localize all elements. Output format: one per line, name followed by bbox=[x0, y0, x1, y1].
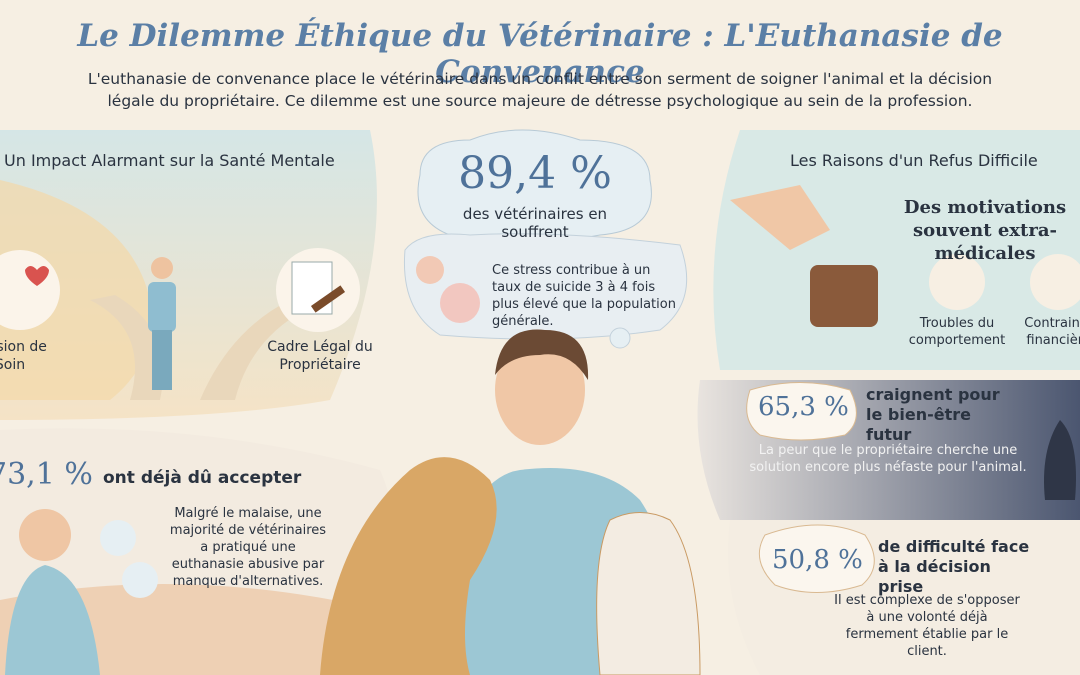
cat-bubble bbox=[100, 520, 136, 556]
cat bbox=[596, 512, 701, 675]
path-label: Mission de Soin bbox=[0, 339, 47, 373]
vet-hair bbox=[495, 329, 589, 380]
right-heading: Les Raisons d'un Refus Difficile bbox=[790, 151, 1038, 170]
vet-head bbox=[495, 335, 585, 445]
stat-bubble-1 bbox=[746, 382, 857, 441]
intro-line: légale du propriétaire. Ce dilemme est u… bbox=[107, 92, 973, 110]
heart-icon bbox=[416, 256, 444, 284]
hand bbox=[730, 185, 830, 250]
path-label: Cadre Légal du Propriétaire bbox=[267, 339, 373, 373]
right-panel-bg bbox=[713, 130, 1080, 370]
stat-value: 65,3 % bbox=[758, 392, 849, 422]
sunlight bbox=[0, 180, 152, 400]
stat-text: Malgré le malaise, une majorité de vétér… bbox=[169, 506, 327, 589]
icon-label: Troubles du comportement bbox=[908, 316, 1006, 348]
vet-small-head bbox=[151, 257, 173, 279]
path-left bbox=[90, 295, 163, 400]
heart bbox=[25, 266, 49, 286]
stat-label: des vétérinaires en souffrent bbox=[462, 205, 608, 241]
stat-text: Ce stress contribue à un taux de suicide… bbox=[492, 263, 676, 329]
dog bbox=[320, 457, 497, 675]
cat-silhouette bbox=[1044, 420, 1076, 500]
stat-label: craignent pour le bien-être futur bbox=[866, 385, 1000, 444]
title: Le Dilemme Éthique du Vétérinaire : L'Eu… bbox=[77, 18, 1003, 90]
waves bbox=[0, 584, 420, 675]
gavel bbox=[310, 285, 346, 313]
stat-value: 89,4 % bbox=[458, 148, 612, 199]
sad-vet-head bbox=[19, 509, 71, 561]
stat-value: 73,1 % bbox=[0, 457, 93, 492]
left-heading: Un Impact Alarmant sur la Santé Mentale bbox=[4, 151, 335, 170]
vet-small-legs bbox=[152, 330, 172, 390]
right-subheading: Des motivations souvent extra-médicales bbox=[903, 197, 1067, 264]
dog-icon bbox=[929, 254, 985, 310]
vet-small-body bbox=[148, 282, 176, 332]
wallet bbox=[810, 265, 878, 327]
intro: L'euthanasie de convenance place le vété… bbox=[0, 68, 1080, 112]
icon-label: Contraintes financières bbox=[1024, 316, 1080, 348]
brain-icon bbox=[440, 283, 480, 323]
sad-vet-body bbox=[5, 565, 100, 675]
stat-text: Il est complexe de s'opposer à une volon… bbox=[834, 593, 1020, 659]
money-icon bbox=[1030, 254, 1080, 310]
path-right bbox=[200, 300, 305, 400]
stat-bubble-2 bbox=[758, 524, 875, 593]
thought-bubble bbox=[609, 327, 631, 349]
cat-bubble-2 bbox=[122, 562, 158, 598]
stat-value: 50,8 % bbox=[772, 545, 863, 575]
stat-label: ont déjà dû accepter bbox=[103, 468, 302, 488]
intro-line: L'euthanasie de convenance place le vété… bbox=[87, 70, 993, 88]
stat-text: La peur que le propriétaire cherche une … bbox=[749, 443, 1027, 475]
stat-label: de difficulté face à la décision prise bbox=[878, 537, 1030, 596]
